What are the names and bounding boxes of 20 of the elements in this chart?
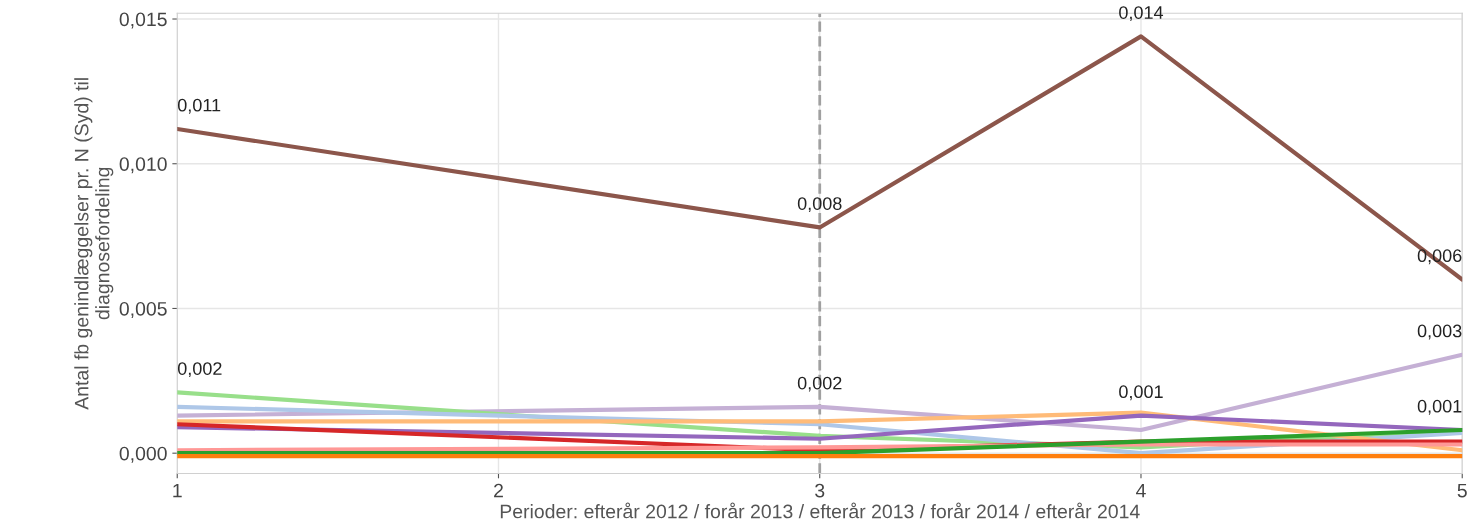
data-label: 0,011 — [177, 98, 221, 114]
x-tick-label: 2 — [494, 483, 503, 498]
data-label: 0,014 — [1119, 6, 1164, 22]
data-label: 0,001 — [1417, 399, 1462, 415]
data-label: 0,008 — [797, 197, 842, 213]
data-label: 0,003 — [1417, 324, 1462, 340]
y-tick-label: 0,010 — [119, 157, 167, 174]
data-label: 0,002 — [797, 376, 842, 392]
data-label: 0,002 — [177, 362, 222, 378]
x-tick-label: 4 — [1136, 483, 1146, 498]
y-tick-label: 0,015 — [119, 12, 167, 29]
y-axis-title: Antal fb genindlæggelser pr. N (Syd) til diagnosefordeling — [74, 78, 114, 410]
y-tick-label: 0,000 — [119, 446, 167, 463]
x-tick-label: 5 — [1457, 483, 1467, 498]
line-series — [177, 34, 1463, 282]
data-label: 0,001 — [1119, 385, 1163, 401]
x-axis-title: Perioder: efterår 2012 / forår 2013 / efterår 2013 / forår 2014 / efterår 2014 — [500, 502, 1140, 519]
x-tick-label: 1 — [173, 483, 182, 498]
y-tick-label: 0,005 — [119, 301, 167, 318]
x-tick-label: 3 — [815, 483, 825, 498]
